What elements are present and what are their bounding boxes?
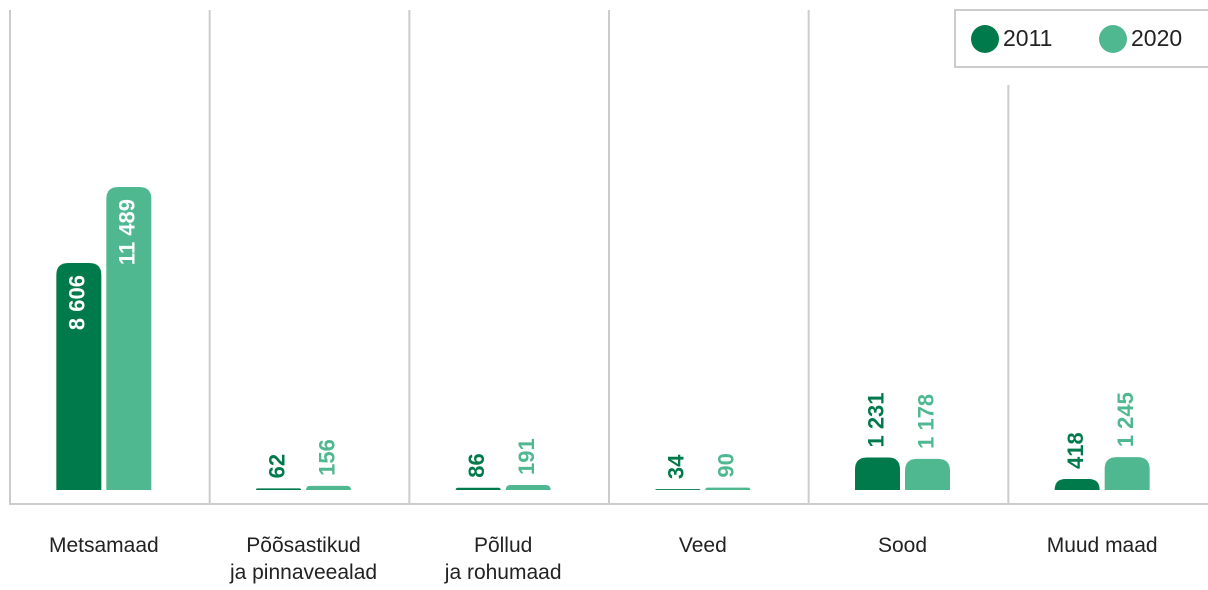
value-label: 34: [664, 454, 689, 479]
value-label: 1 178: [913, 394, 938, 449]
value-label: 90: [714, 453, 739, 477]
bar: [505, 484, 551, 490]
bar: [1104, 457, 1150, 490]
bar: [1054, 478, 1100, 490]
bar: [655, 489, 701, 490]
value-label: 86: [464, 453, 489, 477]
value-label: 1 231: [863, 392, 888, 447]
value-label: 1 245: [1113, 392, 1138, 447]
legend-box: [954, 9, 1208, 68]
x-tick-label: Sood: [877, 534, 928, 557]
value-label: 191: [514, 438, 539, 475]
value-label: 62: [264, 454, 289, 478]
legend-swatch: [1099, 25, 1127, 53]
legend-label: 2011: [1003, 25, 1052, 51]
legend-swatch: [971, 25, 999, 53]
bar: [455, 487, 501, 490]
legend-label: 2020: [1131, 25, 1182, 51]
bar: [306, 485, 351, 490]
x-tick-label: Muud maad: [1046, 534, 1158, 557]
bar: [705, 487, 751, 490]
x-tick-label: Põõsastikud ja pinnaveealad: [229, 534, 378, 584]
bar: [855, 457, 900, 490]
x-tick-label: Põllud ja rohumaad: [444, 534, 562, 584]
bar: [56, 263, 102, 490]
bar: [106, 187, 152, 490]
x-tick-label: Metsamaad: [48, 534, 159, 557]
bar: [256, 488, 301, 490]
value-label: 156: [314, 439, 339, 476]
x-tick-label: Veed: [678, 534, 727, 557]
bar: [905, 458, 950, 490]
value-label: 11 489: [115, 199, 140, 265]
value-label: 418: [1063, 432, 1088, 469]
value-label: 8 606: [65, 275, 90, 330]
